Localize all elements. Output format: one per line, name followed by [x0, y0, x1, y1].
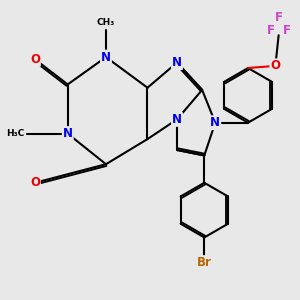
Text: N: N: [63, 127, 73, 140]
Text: F: F: [283, 24, 291, 37]
Text: O: O: [270, 59, 280, 72]
Text: F: F: [266, 24, 274, 37]
Text: N: N: [172, 113, 182, 126]
Text: O: O: [30, 176, 40, 189]
Text: CH₃: CH₃: [97, 17, 115, 26]
Text: O: O: [30, 53, 40, 66]
Text: Br: Br: [197, 256, 212, 269]
Text: H₃C: H₃C: [6, 129, 24, 138]
Text: N: N: [172, 56, 182, 69]
Text: N: N: [101, 51, 111, 64]
Text: F: F: [274, 11, 283, 24]
Text: N: N: [210, 116, 220, 129]
